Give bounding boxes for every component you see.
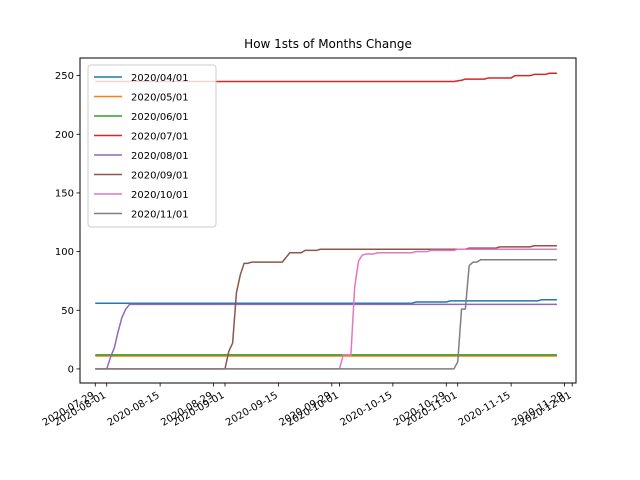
- y-tick-label: 200: [55, 130, 74, 141]
- legend-label: 2020/09/01: [131, 171, 189, 182]
- legend-label: 2020/11/01: [131, 210, 189, 221]
- y-tick-label: 250: [55, 71, 74, 82]
- y-axis: 0 50 100 150 200 250: [55, 71, 80, 375]
- legend-label: 2020/10/01: [131, 190, 189, 201]
- legend: 2020/04/01 2020/05/01 2020/06/01 2020/07/01…: [87, 64, 217, 228]
- legend-label: 2020/07/01: [131, 132, 189, 143]
- series-line-1: [95, 298, 557, 304]
- legend-label: 2020/04/01: [131, 73, 189, 84]
- series-line-8: [95, 259, 557, 370]
- series-layer: [95, 72, 557, 370]
- plot-area-frame: [79, 57, 577, 384]
- y-tick-label: 50: [61, 306, 74, 317]
- series-line-7: [95, 248, 557, 370]
- series-line-5: [95, 303, 557, 370]
- legend-label: 2020/08/01: [131, 151, 189, 162]
- chart-title: How 1sts of Months Change: [244, 37, 412, 51]
- series-line-4: [95, 72, 557, 83]
- legend-label: 2020/05/01: [131, 93, 189, 104]
- series-line-6: [95, 244, 557, 370]
- y-tick-label: 150: [55, 188, 74, 199]
- legend-box: [87, 64, 217, 228]
- y-tick-label: 0: [68, 364, 74, 375]
- y-tick-label: 100: [55, 247, 74, 258]
- legend-label: 2020/06/01: [131, 112, 189, 123]
